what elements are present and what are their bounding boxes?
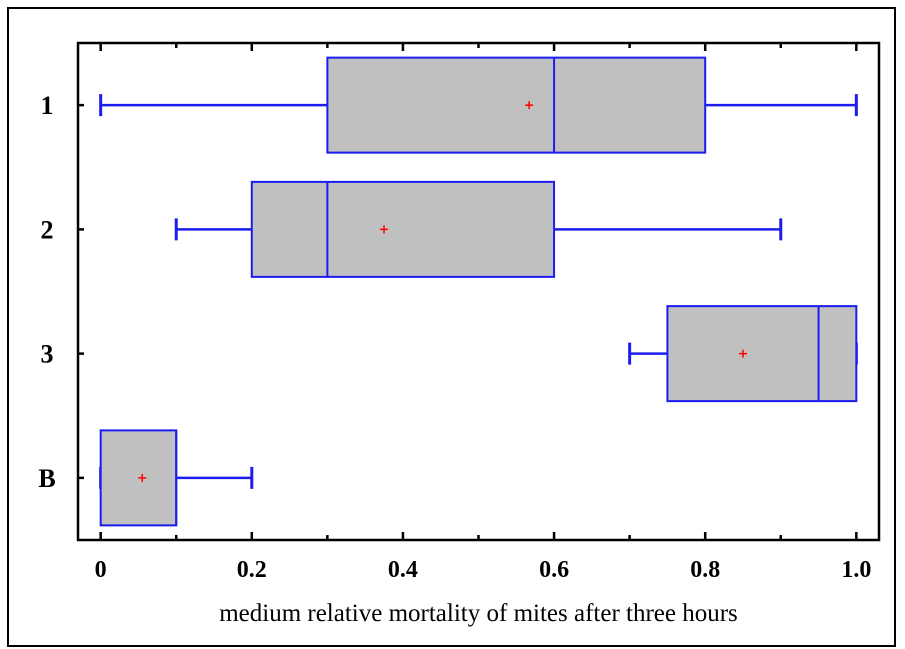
box-2: [174, 180, 783, 278]
x-tick-label: 0: [95, 557, 107, 583]
x-tick-label: 0.8: [690, 557, 720, 583]
x-tick-label: 0.6: [539, 557, 569, 583]
boxes: [99, 56, 858, 527]
category-label: 3: [41, 340, 54, 369]
x-tick-label: 1.0: [841, 557, 871, 583]
box-3: [628, 305, 858, 403]
box-1: [99, 56, 858, 154]
x-tick-label: 0.4: [388, 557, 418, 583]
x-axis-title: medium relative mortality of mites after…: [219, 600, 738, 627]
box-B: [99, 429, 254, 527]
iqr-box: [250, 180, 556, 278]
chart-frame: 0 0.2 0.4 0.6 0.8 1.0 1 2 3 B medium relative mo…: [7, 7, 896, 647]
boxplot-chart: 0 0.2 0.4 0.6 0.8 1.0 1 2 3 B medium relative mo…: [38, 41, 881, 627]
category-label: 2: [41, 215, 54, 244]
x-axis-ticks: 0 0.2 0.4 0.6 0.8 1.0: [95, 43, 871, 583]
category-label: B: [38, 464, 55, 493]
category-labels: 1 2 3 B: [38, 91, 84, 493]
x-tick-label: 0.2: [237, 557, 267, 583]
iqr-box: [326, 56, 707, 154]
iqr-box: [666, 305, 858, 403]
category-label: 1: [41, 91, 54, 120]
